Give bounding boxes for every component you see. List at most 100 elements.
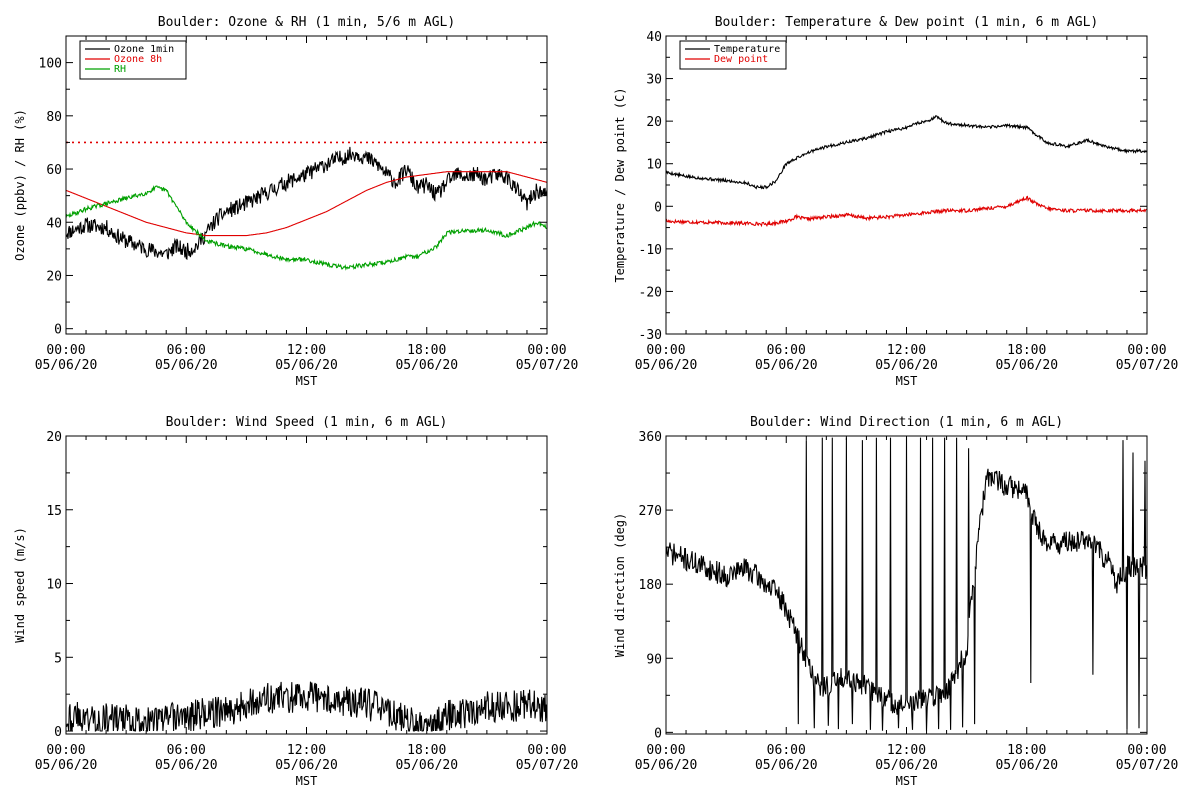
x-tick-label-date: 05/06/20 <box>875 358 938 373</box>
plot-frame <box>65 35 548 335</box>
x-tick-label-time: 18:00 <box>1007 343 1046 358</box>
y-axis-label: Temperature / Dew point (C) <box>613 87 627 282</box>
y-tick-label: 0 <box>654 726 662 741</box>
plot-frame <box>665 35 1148 335</box>
series-line-ozone-1min <box>66 146 547 260</box>
series-line-rh <box>66 185 547 271</box>
y-tick-label: 0 <box>54 725 62 740</box>
x-tick-label-time: 12:00 <box>287 743 326 758</box>
chart-title: Boulder: Wind Direction (1 min, 6 m AGL) <box>750 415 1063 430</box>
x-tick-label-time: 12:00 <box>887 743 926 758</box>
x-tick-label-date: 05/06/20 <box>635 758 698 773</box>
x-tick-label-date: 05/06/20 <box>755 758 818 773</box>
x-tick-label-date: 05/06/20 <box>155 758 218 773</box>
y-tick-label: 20 <box>646 115 662 130</box>
y-tick-label: 360 <box>639 430 662 445</box>
x-tick-label-date: 05/06/20 <box>755 358 818 373</box>
chart-title: Boulder: Temperature & Dew point (1 min,… <box>715 15 1099 30</box>
y-tick-label: 5 <box>54 651 62 666</box>
y-tick-label: 15 <box>46 504 62 519</box>
chart-panel-2: Boulder: Temperature & Dew point (1 min,… <box>613 15 1178 388</box>
legend-box <box>679 40 787 70</box>
x-tick-label-date: 05/07/20 <box>516 758 579 773</box>
x-tick-label-time: 06:00 <box>767 343 806 358</box>
series-line-1 <box>666 437 1147 731</box>
x-axis-label: MST <box>296 774 318 788</box>
x-tick-label-time: 06:00 <box>167 343 206 358</box>
x-tick-label-date: 05/06/20 <box>995 758 1058 773</box>
y-tick-label: 90 <box>646 652 662 667</box>
y-tick-label: 0 <box>654 200 662 215</box>
x-tick-label-time: 00:00 <box>46 343 85 358</box>
y-tick-label: 180 <box>639 578 662 593</box>
y-tick-label: 20 <box>46 430 62 445</box>
legend-box <box>79 40 187 80</box>
x-tick-label-time: 18:00 <box>407 743 446 758</box>
y-tick-label: -20 <box>639 285 662 300</box>
x-tick-label-date: 05/06/20 <box>275 758 338 773</box>
plot-frame <box>65 435 548 735</box>
series-line-temperature <box>666 114 1147 190</box>
chart-panel-1: Boulder: Ozone & RH (1 min, 5/6 m AGL) 0 2… <box>13 15 578 388</box>
y-tick-label: -10 <box>639 243 662 258</box>
x-tick-label-time: 18:00 <box>407 343 446 358</box>
x-tick-label-time: 18:00 <box>1007 743 1046 758</box>
y-tick-label: 20 <box>46 269 62 284</box>
chart-title: Boulder: Ozone & RH (1 min, 5/6 m AGL) <box>158 15 455 30</box>
x-tick-label-time: 06:00 <box>167 743 206 758</box>
y-tick-label: 30 <box>646 73 662 88</box>
y-tick-label: 270 <box>639 504 662 519</box>
x-tick-label-date: 05/06/20 <box>395 358 458 373</box>
x-tick-label-time: 00:00 <box>527 343 566 358</box>
y-tick-label: 100 <box>39 57 62 72</box>
x-tick-label-time: 00:00 <box>527 743 566 758</box>
legend-label: Dew point <box>714 54 768 65</box>
x-tick-label-time: 00:00 <box>1127 743 1166 758</box>
chart-title: Boulder: Wind Speed (1 min, 6 m AGL) <box>166 415 448 430</box>
x-tick-label-date: 05/06/20 <box>35 758 98 773</box>
y-tick-label: 10 <box>46 578 62 593</box>
series-line-dew-point <box>666 195 1147 228</box>
series-line-ozone-8h <box>66 171 547 237</box>
x-tick-label-time: 12:00 <box>887 343 926 358</box>
x-tick-label-time: 00:00 <box>1127 343 1166 358</box>
y-tick-label: 60 <box>46 163 62 178</box>
x-tick-label-time: 00:00 <box>46 743 85 758</box>
x-tick-label-date: 05/07/20 <box>516 358 579 373</box>
x-tick-label-date: 05/07/20 <box>1116 358 1179 373</box>
x-tick-label-date: 05/07/20 <box>1116 758 1179 773</box>
x-tick-label-time: 00:00 <box>646 343 685 358</box>
legend-label: RH <box>114 64 126 75</box>
x-tick-label-time: 00:00 <box>646 743 685 758</box>
legend-label: Ozone 8h <box>114 54 162 65</box>
x-tick-label-time: 12:00 <box>287 343 326 358</box>
legend-label: Ozone 1min <box>114 44 174 55</box>
x-tick-label-date: 05/06/20 <box>35 358 98 373</box>
y-axis-label: Wind direction (deg) <box>613 513 627 658</box>
x-tick-label-time: 06:00 <box>767 743 806 758</box>
y-tick-label: 0 <box>54 323 62 338</box>
x-axis-label: MST <box>296 374 318 388</box>
y-tick-label: 40 <box>46 216 62 231</box>
x-tick-label-date: 05/06/20 <box>635 358 698 373</box>
x-tick-label-date: 05/06/20 <box>875 758 938 773</box>
x-tick-label-date: 05/06/20 <box>395 758 458 773</box>
x-tick-label-date: 05/06/20 <box>155 358 218 373</box>
x-axis-label: MST <box>896 374 918 388</box>
legend-label: Temperature <box>714 44 780 55</box>
series-line-1 <box>66 681 547 732</box>
x-tick-label-date: 05/06/20 <box>275 358 338 373</box>
y-tick-label: 10 <box>646 158 662 173</box>
y-axis-label: Ozone (ppbv) / RH (%) <box>13 109 27 261</box>
y-tick-label: 80 <box>46 110 62 125</box>
y-axis-label: Wind speed (m/s) <box>13 527 27 643</box>
y-tick-label: -30 <box>639 328 662 343</box>
y-tick-label: 40 <box>646 30 662 45</box>
chart-panel-3: Boulder: Wind Speed (1 min, 6 m AGL) 0 5 10… <box>13 415 578 788</box>
x-axis-label: MST <box>896 774 918 788</box>
x-tick-label-date: 05/06/20 <box>995 358 1058 373</box>
chart-panel-4: Boulder: Wind Direction (1 min, 6 m AGL)… <box>613 415 1178 788</box>
